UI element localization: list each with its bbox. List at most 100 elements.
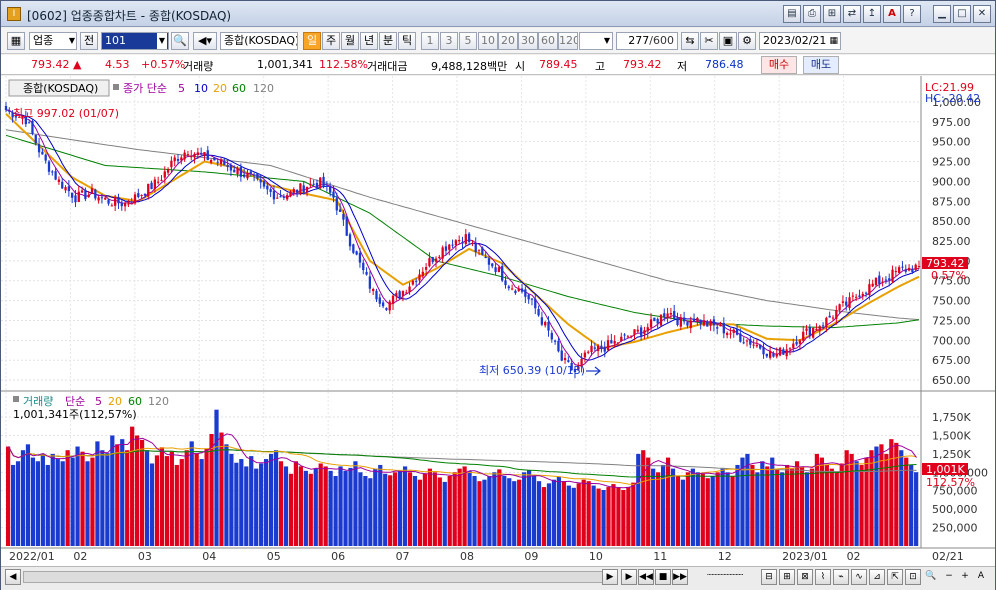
open-label: 시 [515, 60, 526, 73]
date-field[interactable]: 2023/02/21 ▦ [759, 32, 841, 50]
interval-5[interactable]: 5 [459, 32, 477, 50]
volume-bar [785, 464, 790, 546]
interval-dropdown[interactable]: ▼ [579, 32, 613, 50]
stop-icon[interactable]: ■ [655, 569, 671, 585]
volume-bar [646, 457, 651, 546]
period-tick[interactable]: 틱 [398, 32, 416, 50]
interval-60[interactable]: 60 [538, 32, 558, 50]
font-icon[interactable]: A [883, 5, 901, 23]
export-icon[interactable]: ↥ [863, 5, 881, 23]
candle-body [398, 291, 401, 299]
interval-120[interactable]: 120 [558, 32, 578, 50]
interval-3[interactable]: 3 [440, 32, 458, 50]
grid-icon[interactable]: ⊞ [823, 5, 841, 23]
chart-type-icon[interactable]: ⇆ [681, 32, 699, 50]
buy-button[interactable]: 매수 [761, 56, 797, 74]
tool-icon-9[interactable]: ⊡ [905, 569, 921, 585]
candle-body [256, 173, 259, 179]
candle-body [305, 186, 309, 193]
tool-icon-2[interactable]: ⊞ [779, 569, 795, 585]
rewind-icon[interactable]: ◀◀ [638, 569, 654, 585]
zoom-out-icon[interactable]: − [945, 571, 953, 581]
volume-bar [760, 461, 765, 546]
chart-area[interactable]: 1,000.00 975.00 950.00 925.00 900.00 875.00 85… [1, 76, 995, 566]
price-panel-title-box[interactable] [8, 79, 110, 97]
candle-body [229, 164, 233, 171]
x-tick-label: 03 [138, 550, 152, 563]
volume-bar [45, 464, 50, 546]
scroll-track[interactable] [23, 571, 618, 583]
chart-svg[interactable]: 1,000.00 975.00 950.00 925.00 900.00 875.00 85… [1, 76, 995, 566]
interval-30[interactable]: 30 [518, 32, 538, 50]
candle-body [434, 258, 438, 262]
candle-body [798, 340, 802, 344]
tool-icon-1[interactable]: ⊟ [761, 569, 777, 585]
window-list-icon[interactable]: ▤ [783, 5, 801, 23]
close-icon[interactable]: ✕ [973, 5, 991, 23]
candle-body [216, 161, 219, 163]
tool-icon-6[interactable]: ∿ [851, 569, 867, 585]
save-icon[interactable]: ▣ [719, 32, 737, 50]
candle-body [894, 271, 897, 273]
candle-body [454, 240, 458, 246]
tool-icon-7[interactable]: ⊿ [869, 569, 885, 585]
scroll-left-button[interactable]: ◀ [5, 569, 21, 585]
period-year[interactable]: 년 [360, 32, 378, 50]
volume-bar [804, 472, 810, 546]
pin-icon[interactable]: ▦ [7, 32, 25, 50]
link-icon[interactable]: ⇄ [843, 5, 861, 23]
help-icon[interactable]: ? [903, 5, 921, 23]
scroll-right-button[interactable]: ▶ [602, 569, 618, 585]
sell-button[interactable]: 매도 [803, 56, 839, 74]
settings-icon[interactable]: ⚙ [738, 32, 756, 50]
play-icon[interactable]: ▶ [621, 569, 637, 585]
tool-icon-8[interactable]: ⇱ [887, 569, 903, 585]
current-pct-text: 0.57% [931, 269, 966, 282]
font-size-icon[interactable]: A [977, 571, 985, 581]
volume-bar [239, 459, 244, 546]
volume-bar [512, 481, 517, 546]
price-tick-label: 675.00 [932, 354, 971, 367]
code-input[interactable]: 101 ▼ [101, 32, 169, 50]
candle-body [477, 249, 481, 251]
chart-scrollbar[interactable]: ◀ ▶ ▶ ◀◀ ■ ▶▶ ┈┈┈┈┈┈ ⊟ ⊞ ⊠ ⌇ ⌁ ∿ ⊿ ⇱ ⊡ 🔍… [1, 566, 995, 590]
candle-body [391, 295, 395, 304]
minimize-icon[interactable]: ▁ [933, 5, 951, 23]
volume-bar [219, 432, 224, 546]
volume-bar [517, 479, 522, 546]
period-minute[interactable]: 분 [379, 32, 397, 50]
zoom-slider[interactable]: ┈┈┈┈┈┈ [706, 570, 744, 581]
candle-body [590, 345, 593, 353]
prev-button[interactable]: 전 [80, 32, 98, 50]
fast-forward-icon[interactable]: ▶▶ [672, 569, 688, 585]
period-week[interactable]: 주 [322, 32, 340, 50]
interval-20[interactable]: 20 [498, 32, 518, 50]
volume-bar [115, 444, 120, 546]
search-icon[interactable]: 🔍 [171, 32, 189, 50]
tool-icon[interactable]: ✂ [700, 32, 718, 50]
period-month[interactable]: 월 [341, 32, 359, 50]
tool-icon-5[interactable]: ⌁ [833, 569, 849, 585]
period-day[interactable]: 일 [303, 32, 321, 50]
volume-bar [660, 464, 666, 546]
count-field[interactable]: 277/600 [616, 32, 678, 50]
volume-bar [209, 434, 214, 546]
market-type-select[interactable]: 업종 ▼ [29, 32, 77, 50]
speaker-icon[interactable]: ◀▾ [193, 32, 217, 50]
zoom-in-icon[interactable]: + [961, 571, 969, 581]
zoom-icon[interactable]: 🔍 [925, 571, 937, 581]
candle-body [673, 310, 676, 319]
tool-icon-4[interactable]: ⌇ [815, 569, 831, 585]
volume-bar [834, 472, 839, 546]
candle-body [203, 152, 206, 157]
volume-bar [407, 472, 413, 546]
interval-10[interactable]: 10 [478, 32, 498, 50]
vol-current-tag-text: 1,001K [926, 463, 965, 476]
interval-1[interactable]: 1 [421, 32, 439, 50]
tool-icon-3[interactable]: ⊠ [797, 569, 813, 585]
candle-body [805, 328, 808, 331]
candle-body [481, 247, 484, 255]
print-icon[interactable]: ⎙ [803, 5, 821, 23]
candle-body [845, 301, 848, 306]
maximize-icon[interactable]: □ [953, 5, 971, 23]
